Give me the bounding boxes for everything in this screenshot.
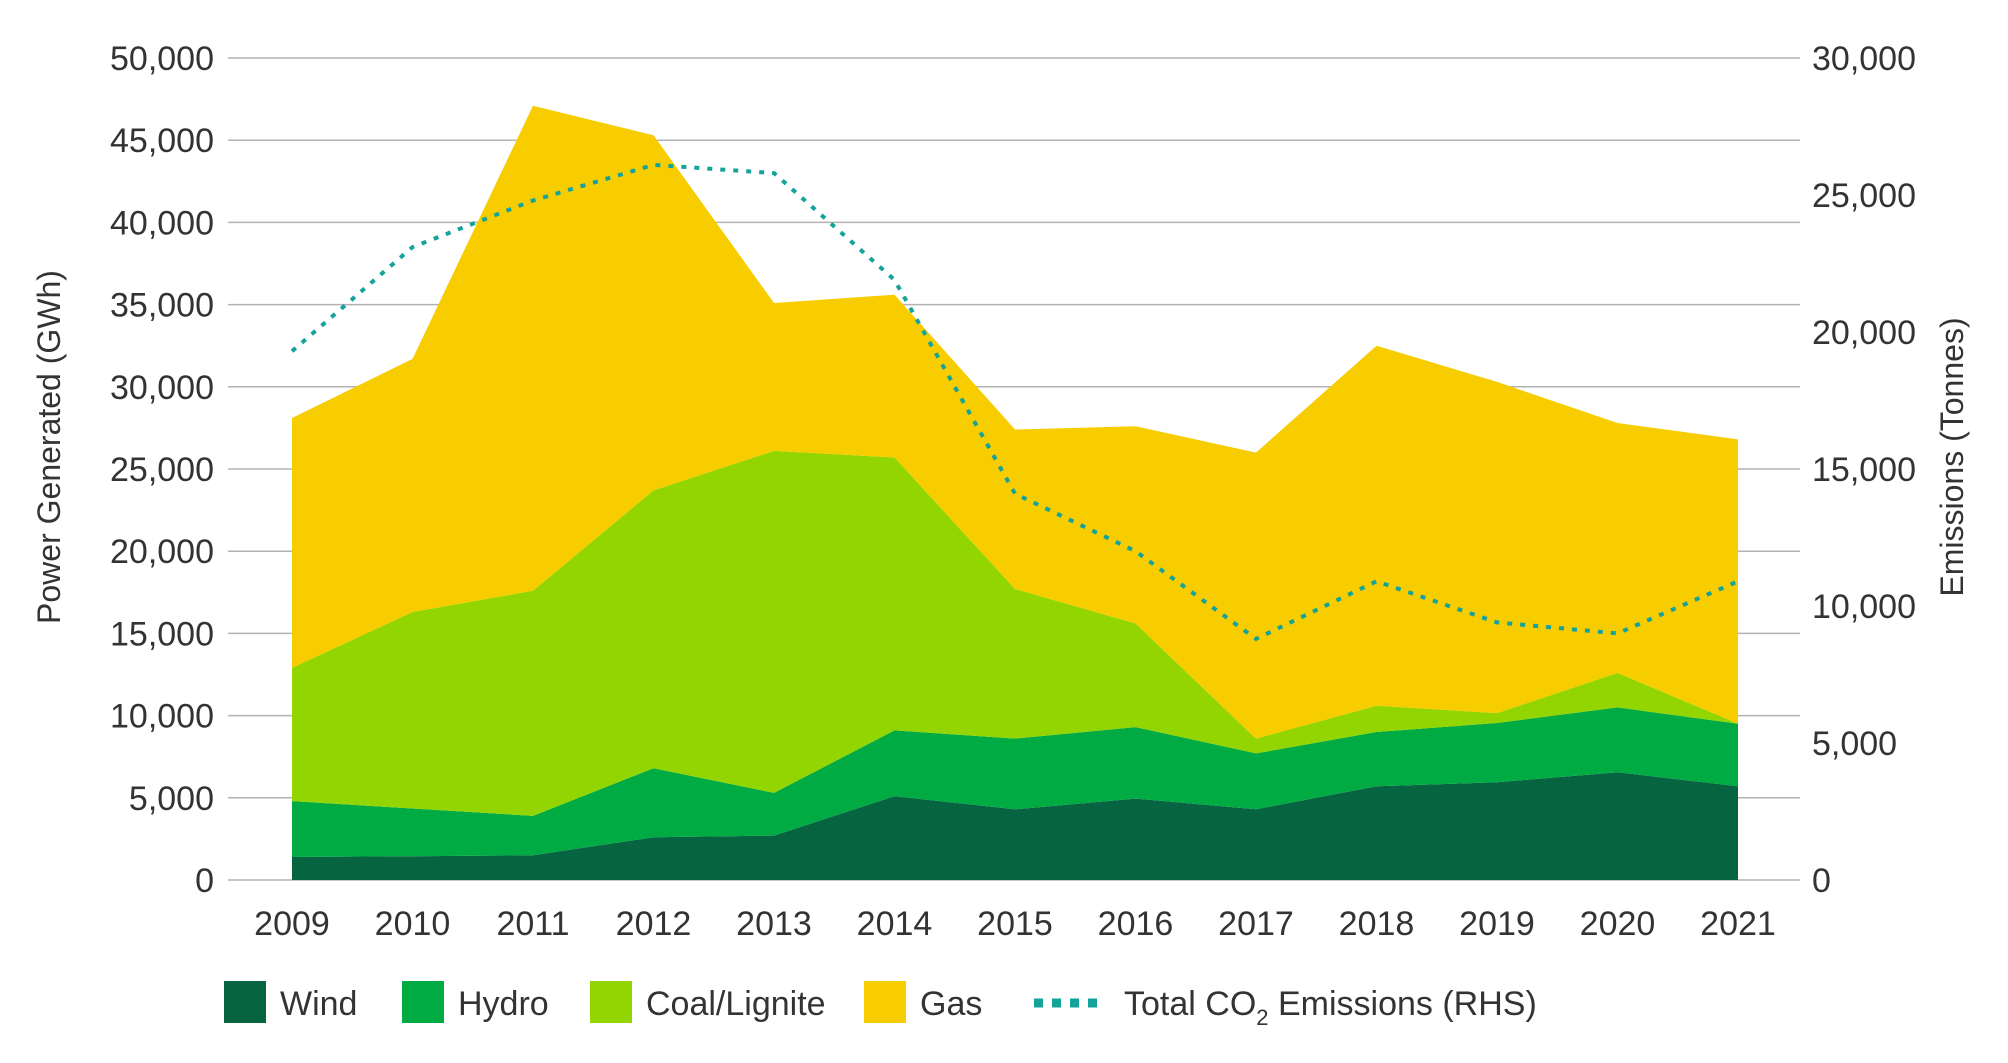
y-left-tick-label: 50,000: [110, 40, 214, 78]
legend-label: Hydro: [458, 985, 549, 1023]
y-left-tick-label: 10,000: [110, 698, 214, 736]
axes: 0 5,000 10,000 15,000 20,000 25,000 30,000 35,0…: [110, 40, 1916, 943]
emissions-line: [290, 162, 1739, 642]
y-left-tick-label: 40,000: [110, 204, 214, 242]
area-hydro: [292, 707, 1738, 857]
legend-label: Gas: [920, 985, 982, 1023]
y-left-tick-label: 0: [195, 862, 214, 900]
area-wind: [292, 772, 1738, 880]
legend-swatch: [402, 981, 444, 1023]
legend-item: Wind: [224, 981, 357, 1023]
legend-label: Coal/Lignite: [646, 985, 826, 1023]
emissions-line-group: [290, 162, 1739, 642]
legend-swatch: [864, 981, 906, 1023]
y-left-tick-label: 30,000: [110, 369, 214, 407]
y-right-tick-label: 25,000: [1812, 177, 1916, 215]
x-tick-label: 2011: [496, 905, 569, 943]
x-tick-label: 2012: [616, 905, 692, 943]
x-tick-label: 2018: [1339, 905, 1415, 943]
x-tick-label: 2015: [977, 905, 1053, 943]
y-left-tick-label: 25,000: [110, 451, 214, 489]
y-left-tick-label: 15,000: [110, 615, 214, 653]
legend-item: Total CO2 Emissions (RHS): [1034, 985, 1537, 1030]
legend: Wind Hydro Coal/Lignite Gas Total CO2 Emissi…: [224, 981, 1537, 1030]
x-tick-label: 2016: [1098, 905, 1174, 943]
x-tick-label: 2010: [375, 905, 451, 943]
legend-label: Wind: [280, 985, 357, 1023]
x-tick-label: 2014: [857, 905, 933, 943]
y-left-tick-label: 35,000: [110, 287, 214, 325]
legend-label: Total CO2 Emissions (RHS): [1124, 985, 1537, 1030]
x-tick-label: 2019: [1459, 905, 1535, 943]
x-tick-label: 2020: [1580, 905, 1656, 943]
y-right-tick-label: 30,000: [1812, 40, 1916, 78]
x-tick-label: 2009: [254, 905, 330, 943]
area-gas: [292, 105, 1738, 739]
area-series-group: [292, 105, 1738, 880]
x-tick-label: 2021: [1700, 905, 1776, 943]
legend-item: Coal/Lignite: [590, 981, 826, 1023]
y-axis-left-title: Power Generated (GWh): [31, 270, 67, 624]
y-right-tick-label: 0: [1812, 862, 1831, 900]
y-right-tick-label: 5,000: [1812, 725, 1897, 763]
area-coal-lignite: [292, 450, 1738, 816]
y-right-tick-label: 10,000: [1812, 588, 1916, 626]
legend-item: Gas: [864, 981, 982, 1023]
legend-item: Hydro: [402, 981, 549, 1023]
legend-swatch: [590, 981, 632, 1023]
y-left-tick-label: 45,000: [110, 122, 214, 160]
y-right-tick-label: 20,000: [1812, 314, 1916, 352]
y-axis-right-title: Emissions (Tonnes): [1934, 317, 1970, 596]
y-left-tick-label: 20,000: [110, 533, 214, 571]
y-right-tick-label: 15,000: [1812, 451, 1916, 489]
legend-swatch: [224, 981, 266, 1023]
x-tick-label: 2013: [736, 905, 812, 943]
x-tick-label: 2017: [1218, 905, 1294, 943]
y-left-tick-label: 5,000: [129, 780, 214, 818]
